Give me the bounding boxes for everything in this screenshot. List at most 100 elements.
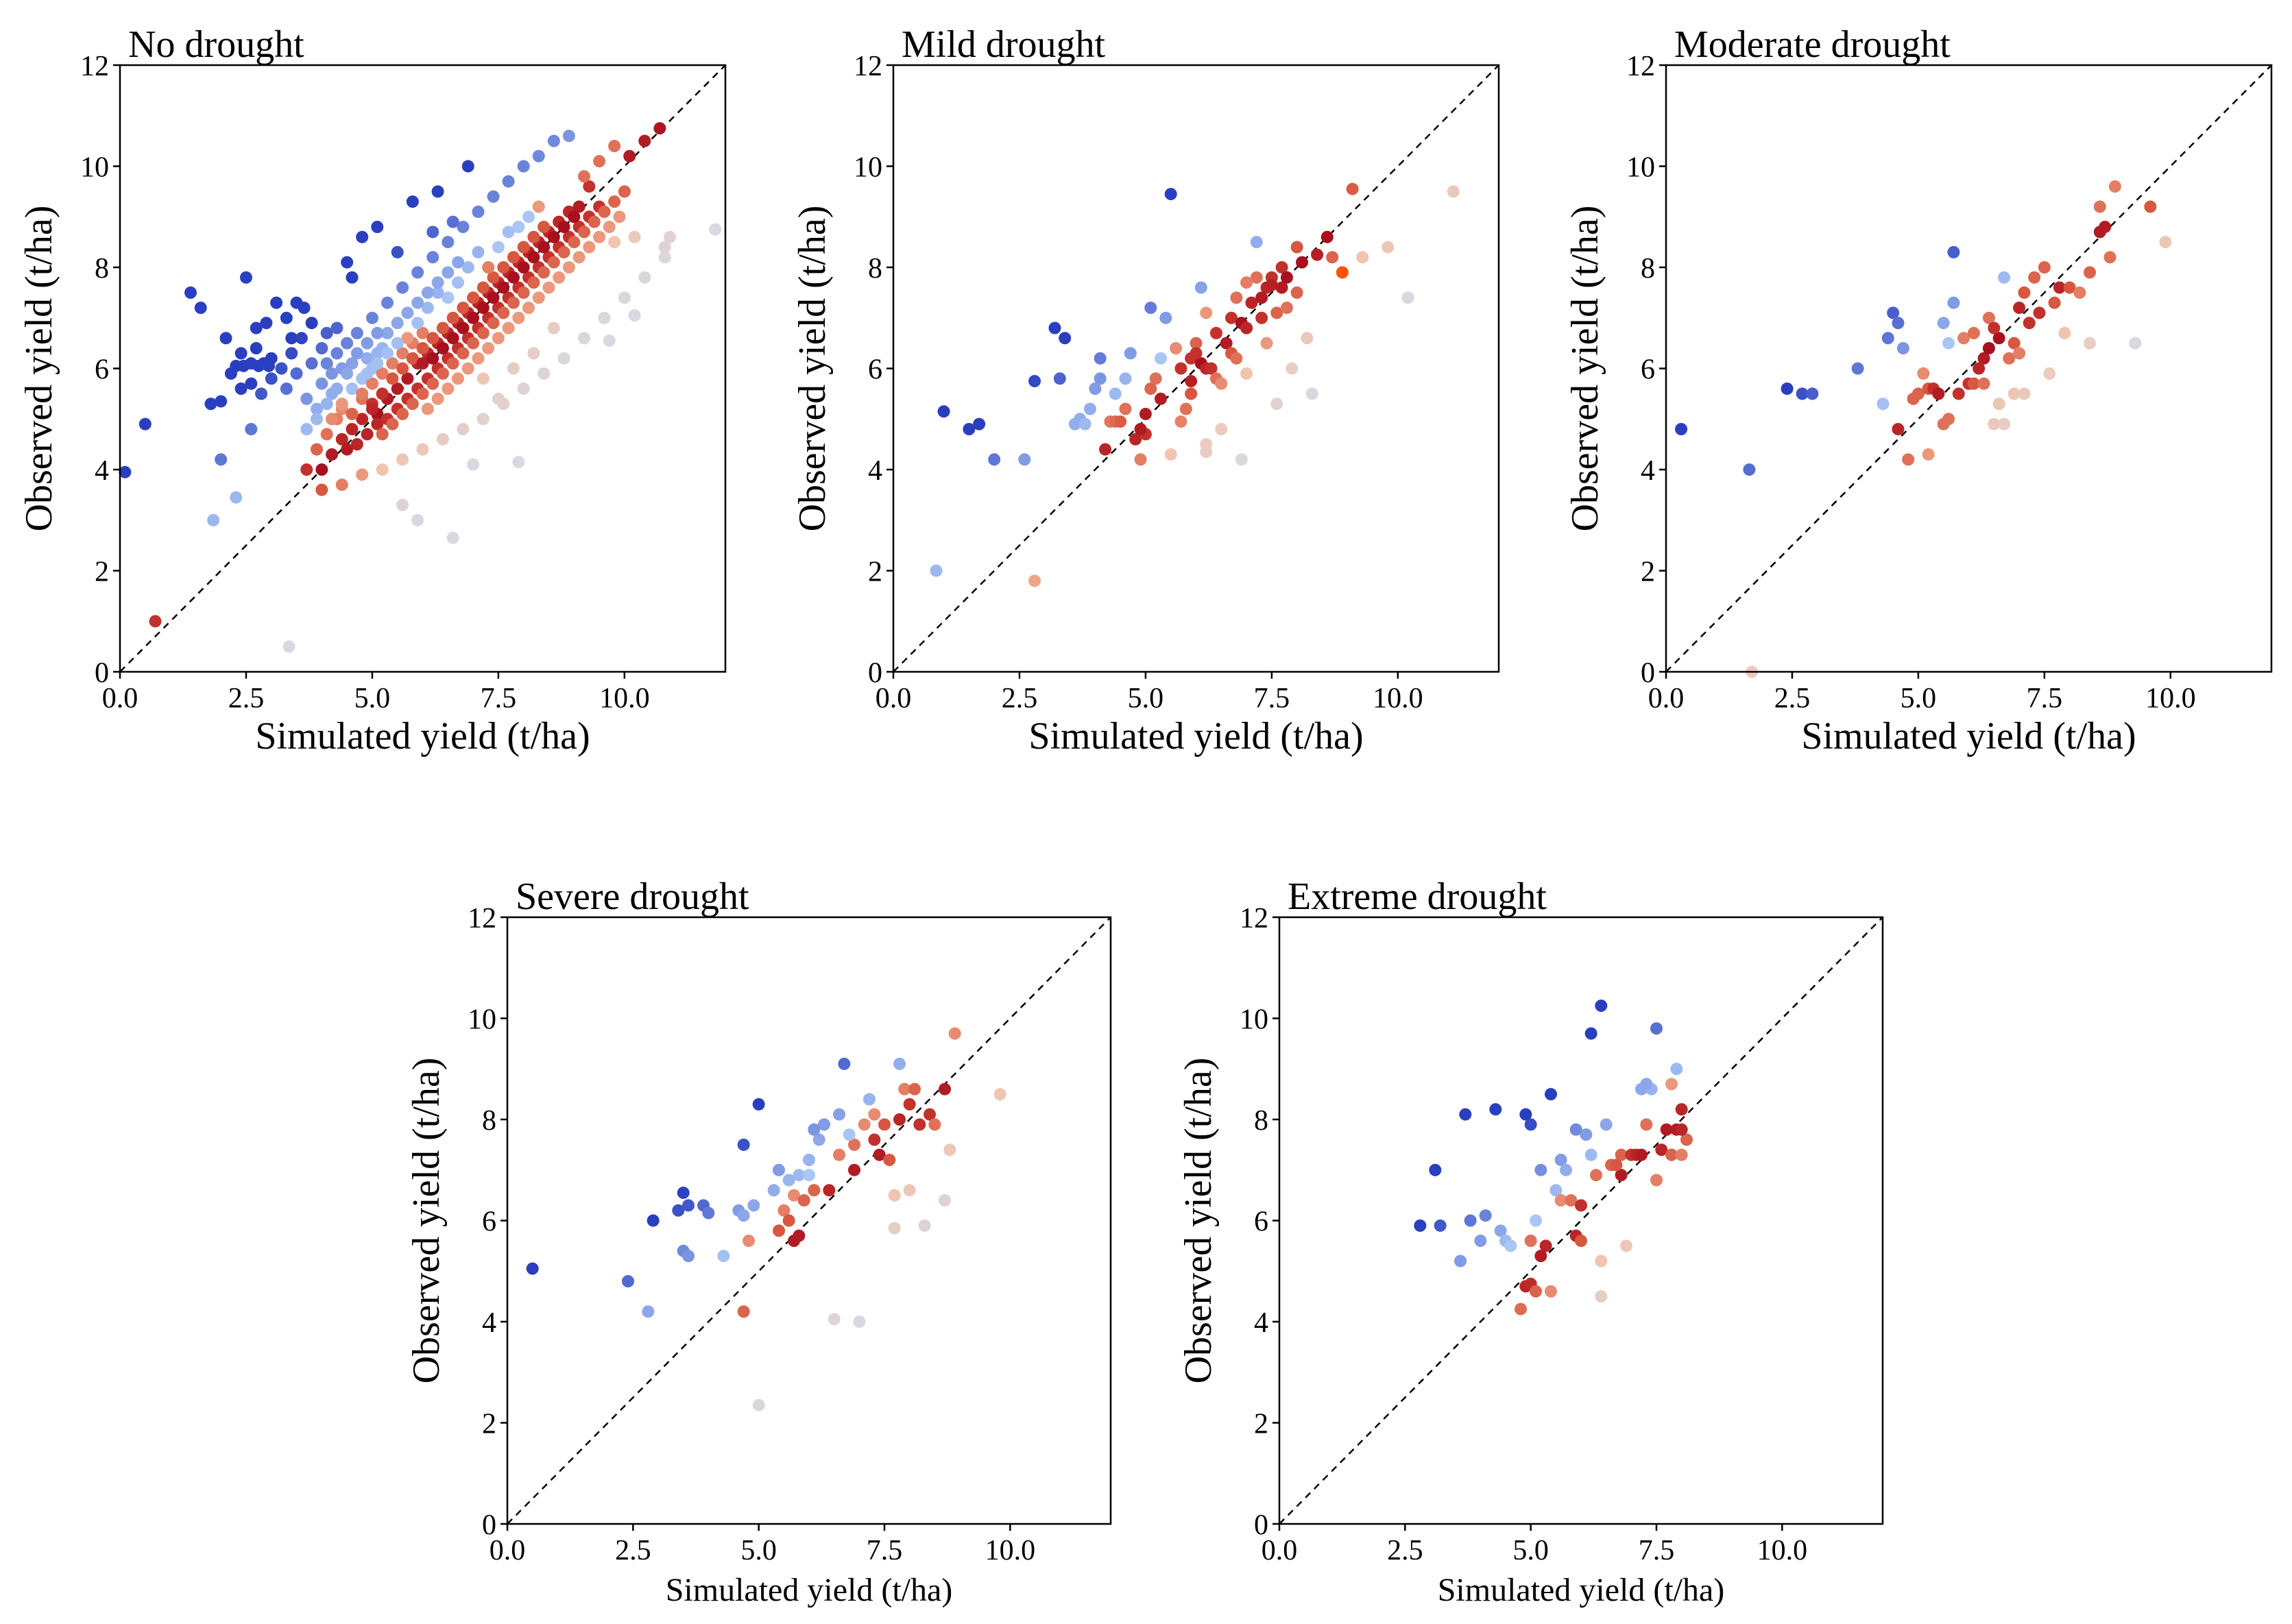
x-tick-label: 0.0 xyxy=(102,683,138,714)
data-point xyxy=(1575,1235,1587,1247)
data-point xyxy=(1665,1078,1678,1091)
data-point xyxy=(310,413,323,426)
data-point xyxy=(285,347,298,360)
data-point xyxy=(577,226,590,239)
data-point xyxy=(1459,1108,1472,1121)
panel-mild-drought: Mild drought 0.0 2.5 5.0 7.5 10.0 0 2 4 6 8 10 12 Sim… xyxy=(791,23,1500,758)
data-point xyxy=(396,362,409,375)
data-point xyxy=(777,1204,791,1217)
data-point xyxy=(1650,1022,1663,1035)
data-point xyxy=(224,367,237,380)
x-tick-label: 2.5 xyxy=(615,1535,651,1566)
y-axis-label: Observed yield (t/ha) xyxy=(18,206,60,532)
data-point xyxy=(1655,1143,1668,1156)
data-point xyxy=(2084,337,2097,350)
data-point xyxy=(1530,1285,1542,1298)
data-point xyxy=(1937,317,1950,330)
data-point xyxy=(1094,352,1107,365)
data-point xyxy=(863,1093,876,1106)
x-axis-label: Simulated yield (t/ha) xyxy=(1801,715,2136,758)
data-point xyxy=(517,241,530,254)
data-point xyxy=(1992,332,2005,345)
panel-title: Severe drought xyxy=(516,875,749,918)
data-point xyxy=(1942,337,1955,350)
data-point xyxy=(356,230,369,243)
y-tick-label: 12 xyxy=(80,51,109,82)
data-point xyxy=(1635,1148,1648,1161)
data-point xyxy=(1250,271,1263,284)
data-point xyxy=(411,296,424,309)
data-point xyxy=(446,311,459,324)
y-tick-label: 6 xyxy=(95,354,109,386)
data-point xyxy=(492,392,505,405)
data-point xyxy=(823,1184,836,1197)
data-point xyxy=(326,413,339,426)
data-point xyxy=(381,326,394,339)
data-point xyxy=(255,387,268,400)
data-point xyxy=(1240,367,1253,380)
panel-severe-drought: Severe drought 0.0 2.5 5.0 7.5 10.0 0 2 4 6 8 10 12 S… xyxy=(405,875,1112,1608)
data-point xyxy=(682,1250,695,1263)
data-point xyxy=(487,271,500,284)
data-point xyxy=(1119,402,1132,415)
data-point xyxy=(1494,1224,1507,1237)
data-point xyxy=(230,491,243,504)
data-point xyxy=(818,1118,830,1131)
y-tick-label: 10 xyxy=(468,1004,496,1036)
data-point xyxy=(562,261,575,274)
data-point xyxy=(270,296,283,309)
data-point xyxy=(1225,311,1238,324)
data-point xyxy=(568,236,581,249)
data-point xyxy=(472,352,485,365)
data-point xyxy=(436,367,449,380)
data-point xyxy=(803,1169,815,1182)
data-point xyxy=(461,362,474,375)
data-point xyxy=(1240,276,1253,289)
data-point xyxy=(1917,367,1930,380)
data-point xyxy=(326,448,339,461)
data-point xyxy=(330,383,343,395)
data-point xyxy=(1447,185,1460,198)
data-point xyxy=(527,230,540,243)
data-point xyxy=(903,1184,916,1197)
data-point xyxy=(937,405,950,418)
data-point xyxy=(568,210,581,223)
data-point xyxy=(653,122,666,135)
data-point xyxy=(265,352,278,365)
data-point xyxy=(773,1163,785,1176)
data-point xyxy=(1414,1219,1427,1232)
y-tick-label: 8 xyxy=(1254,1105,1268,1137)
data-point xyxy=(207,513,220,526)
data-point xyxy=(502,322,515,335)
data-point xyxy=(446,215,459,228)
data-point xyxy=(2028,271,2041,284)
data-point xyxy=(963,423,976,435)
data-point xyxy=(1245,296,1258,309)
data-point xyxy=(1988,322,2001,335)
x-axis-label: Simulated yield (t/ha) xyxy=(1438,1572,1725,1608)
data-point xyxy=(1554,1194,1567,1207)
data-point xyxy=(1952,387,1965,400)
data-point xyxy=(2048,296,2061,309)
data-point xyxy=(371,221,384,233)
data-point xyxy=(315,463,328,476)
data-point xyxy=(396,347,409,360)
data-point xyxy=(346,423,359,435)
data-point xyxy=(553,271,566,284)
data-point xyxy=(1250,236,1263,249)
data-point xyxy=(326,367,339,380)
y-tick-label: 6 xyxy=(1254,1207,1268,1238)
data-point xyxy=(622,1275,634,1287)
data-point xyxy=(442,236,455,249)
data-point xyxy=(1094,372,1107,385)
data-point xyxy=(1982,311,1995,324)
data-point xyxy=(598,311,611,324)
data-point xyxy=(275,362,288,375)
panel-title: Extreme drought xyxy=(1288,875,1547,918)
data-point xyxy=(477,302,490,314)
data-point xyxy=(2129,337,2142,350)
data-point xyxy=(1600,1118,1613,1131)
data-point xyxy=(457,221,470,233)
data-point xyxy=(1982,342,1995,354)
data-point xyxy=(538,266,551,279)
